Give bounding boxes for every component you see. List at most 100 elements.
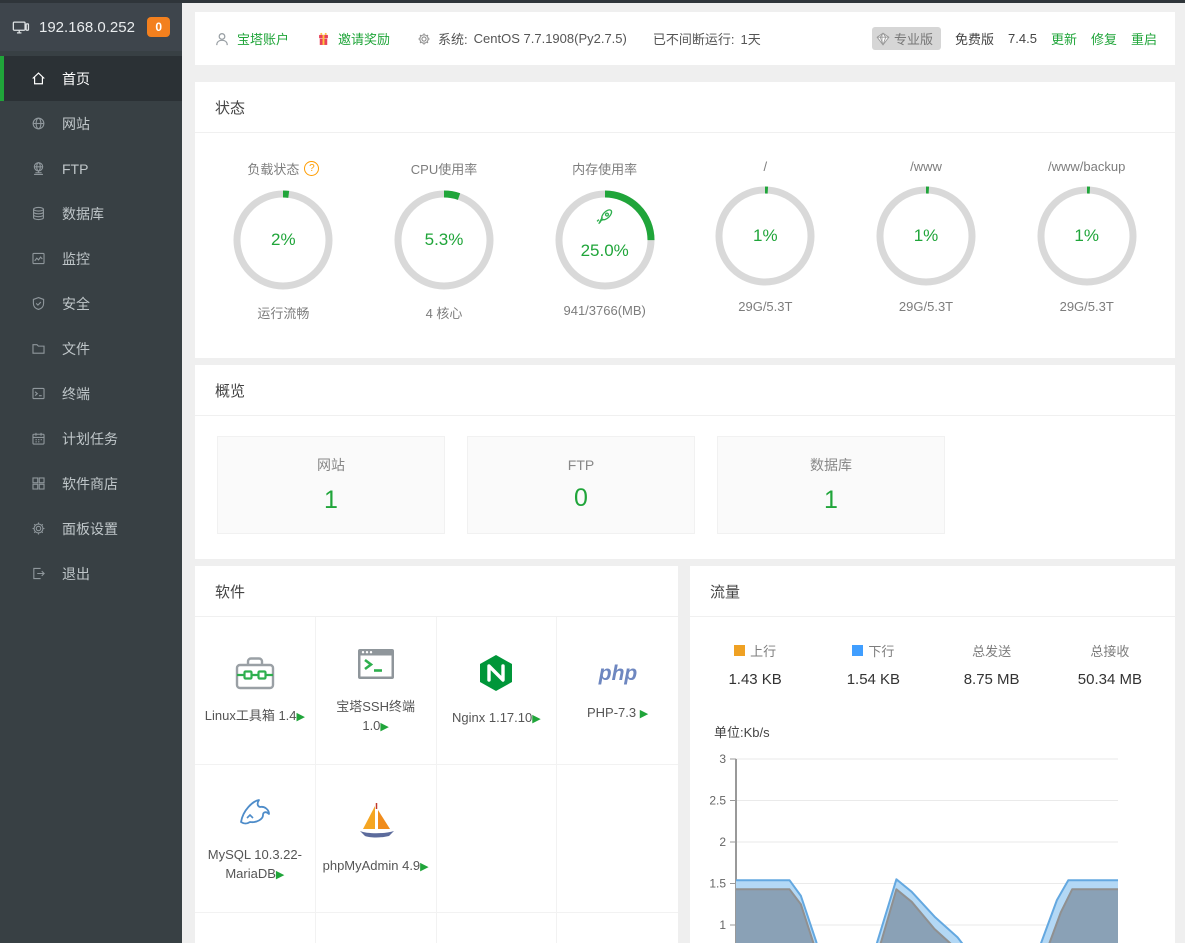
software-name: 宝塔SSH终端 1.0▶ [336,698,415,734]
memory-usage-circle[interactable]: 内存使用率 25.0% 941/3766(MB) [524,159,685,322]
sidebar-item-files[interactable]: 文件 [0,326,182,371]
total-sent-value: 8.75 MB [963,671,1020,688]
software-item-php[interactable]: php PHP-7.3 ▶ [557,617,678,765]
ftp-stat-box[interactable]: FTP 0 [467,436,695,534]
stat-value: 1 [824,486,838,514]
overview-card: 概览 网站 1 FTP 0 数据库 1 [195,365,1175,559]
nginx-icon [480,655,513,692]
sidebar-item-label: 监控 [62,250,90,267]
disk-backup-donut: 1% [1037,186,1137,286]
stat-label: FTP [567,457,595,473]
folder-icon [30,340,48,358]
invite-reward-link[interactable]: 邀请奖励 [315,29,390,48]
software-item-nginx[interactable]: Nginx 1.17.10▶ [436,617,558,765]
system-info: 系统: CentOS 7.7.1908(Py2.7.5) [416,29,627,48]
invite-reward-label: 邀请奖励 [338,32,391,47]
svg-text:2.5: 2.5 [709,794,726,808]
software-item-phpmyadmin[interactable]: phpMyAdmin 4.9▶ [315,765,437,913]
sidebar-item-panel-settings[interactable]: 面板设置 [0,506,182,551]
bottom-row: 软件 Linux工具箱 1.4▶ [195,566,1175,943]
database-stat-box[interactable]: 数据库 1 [717,436,945,534]
system-label: 系统: [438,32,468,47]
websites-stat-box[interactable]: 网站 1 [217,436,445,534]
logout-icon [30,565,48,583]
sidebar-item-cron[interactable]: 计划任务 [0,416,182,461]
disk-root-donut: 1% [715,186,815,286]
message-count-badge[interactable]: 0 [147,17,170,37]
traffic-title: 流量 [690,566,1175,617]
circle-title: 负载状态 [247,162,300,177]
panel-version: 7.4.5 [1008,31,1037,46]
traffic-area-chart: 32.521.510.5 [709,752,1118,943]
disk-www-label: 29G/5.3T [898,299,954,314]
home-icon [30,70,48,88]
monitor-chart-icon [30,250,48,268]
upstream-stat: 上行 1.43 KB [696,641,814,688]
chart-unit-label: 单位:Kb/s [714,725,770,740]
downstream-value: 1.54 KB [846,671,901,688]
system-value: CentOS 7.7.1908(Py2.7.5) [473,31,627,46]
bt-account-link[interactable]: 宝塔账户 [213,29,289,48]
total-received-value: 50.34 MB [1077,671,1142,688]
update-link[interactable]: 更新 [1050,32,1077,47]
sidebar-item-website[interactable]: 网站 [0,101,182,146]
disk-root-label: 29G/5.3T [738,299,793,314]
disk-root-circle[interactable]: / 1% 29G/5.3T [685,159,846,322]
rocket-icon[interactable] [555,206,655,228]
circle-title: /www/backup [1048,159,1126,174]
edition-label: 免费版 [955,32,995,47]
sidebar-item-label: 面板设置 [62,520,118,537]
sidebar-item-app-store[interactable]: 软件商店 [0,461,182,506]
disk-www-percent: 1% [913,226,939,245]
total-received-stat: 总接收 50.34 MB [1051,641,1169,688]
mysql-dolphin-icon [239,798,270,824]
sidebar-item-terminal[interactable]: 终端 [0,371,182,416]
app-grid-icon [30,475,48,493]
ssh-terminal-icon [357,648,394,679]
status-title: 状态 [195,82,1175,133]
software-item-linux-toolbox[interactable]: Linux工具箱 1.4▶ [195,617,316,765]
server-monitor-icon [12,18,30,36]
sidebar-item-home[interactable]: 首页 [0,56,182,101]
disk-backup-circle[interactable]: /www/backup 1% 29G/5.3T [1006,159,1167,322]
svg-text:3: 3 [719,752,726,766]
uptime-label: 已不间断运行: [652,32,735,47]
circle-title: CPU使用率 [410,162,478,177]
sidebar-item-monitoring[interactable]: 监控 [0,236,182,281]
cpu-usage-circle[interactable]: CPU使用率 5.3% 4 核心 [364,159,525,322]
restart-link[interactable]: 重启 [1130,32,1157,47]
sidebar-item-label: 文件 [62,340,90,357]
circle-title: / [763,159,768,174]
memory-percent: 25.0% [580,241,629,260]
status-card: 状态 负载状态 2% 运行流畅 CPU使用率 5.3% 4 核心 内存使用率 [195,82,1175,358]
help-icon[interactable] [304,161,320,176]
load-status-circle[interactable]: 负载状态 2% 运行流畅 [203,159,364,322]
play-icon: ▶ [420,861,429,874]
sidebar-item-security[interactable]: 安全 [0,281,182,326]
downstream-legend-swatch [852,645,864,656]
pro-version-chip[interactable]: 专业版 [872,27,942,50]
topbar-right: 专业版 免费版 7.4.5 更新 修复 重启 [872,27,1157,50]
load-donut: 2% [233,190,333,290]
traffic-card: 流量 上行 1.43 KB 下行 1.54 KB 总发送 8.75 MB 总接收… [690,566,1175,943]
stat-label: 网站 [317,457,345,473]
sidebar-item-ftp[interactable]: FTP [0,146,182,191]
software-name: phpMyAdmin 4.9▶ [322,858,429,874]
sidebar-item-label: 安全 [62,295,90,312]
sidebar-item-logout[interactable]: 退出 [0,551,182,596]
software-item-bt-ssh-terminal[interactable]: 宝塔SSH终端 1.0▶ [315,617,437,765]
database-icon [30,205,48,223]
repair-link[interactable]: 修复 [1090,32,1117,47]
software-item-mysql[interactable]: MySQL 10.3.22-MariaDB▶ [195,765,316,913]
software-empty-cell [437,913,558,943]
upstream-value: 1.43 KB [728,671,782,688]
software-name: Nginx 1.17.10▶ [452,710,541,726]
software-empty-cell [557,765,678,913]
disk-www-circle[interactable]: /www 1% 29G/5.3T [846,159,1007,322]
software-grid: Linux工具箱 1.4▶ 宝塔SSH终端 1.0▶ [195,617,678,943]
uptime-value: 1天 [740,32,761,47]
software-title: 软件 [195,566,678,617]
globe-icon [30,115,48,133]
shield-check-icon [30,295,48,313]
sidebar-item-database[interactable]: 数据库 [0,191,182,236]
